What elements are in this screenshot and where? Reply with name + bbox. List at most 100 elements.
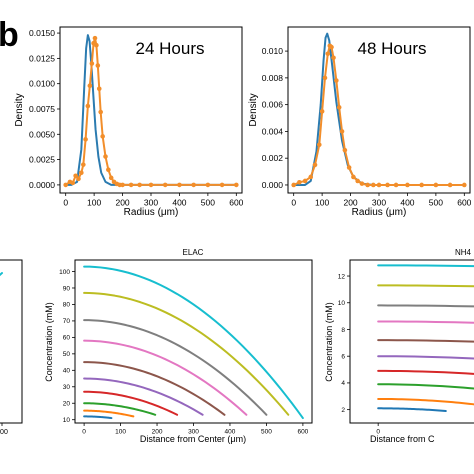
c48-series-1-point — [346, 165, 352, 170]
c24-series-1-point — [89, 61, 95, 66]
nh4-series-7-line — [377, 383, 474, 390]
chart-48-hours-xlabel: Radius (μm) — [352, 207, 407, 218]
nh4-ytick-label: 4 — [341, 380, 345, 387]
c48-ytick-label: 0.000 — [262, 180, 284, 190]
c24-series-1-point — [94, 42, 99, 48]
c24-xtick-label: 200 — [115, 198, 129, 208]
elac-xtick-label: 300 — [188, 429, 199, 436]
chart-nh4: NH4 Distance from C Concentration (mM) 0… — [324, 248, 474, 444]
elac-series-0-line — [83, 265, 304, 420]
c24-series-1-point — [85, 103, 91, 109]
c24-xtick-label: 100 — [87, 198, 101, 208]
elac-series-2-line — [83, 319, 268, 416]
nh4-series-0-line — [377, 264, 474, 268]
c48-ytick-label: 0.008 — [262, 73, 284, 83]
c24-series-1-point — [219, 182, 225, 188]
chart-elac-ticks: 0 100 200 300 400 500 600 10 20 30 40 50 60 70 80 90 100 — [59, 269, 309, 436]
panel-label: b — [0, 16, 19, 54]
c48-series-1-point — [355, 178, 360, 184]
c48-series-1-point — [308, 174, 314, 180]
chart-nh4-ticks: 0 2 4 6 8 10 12 — [338, 273, 381, 435]
c48-series-1-point — [322, 75, 328, 81]
c24-series-1-point — [96, 86, 102, 92]
c24-series-1-point — [128, 182, 134, 188]
chart-elac-plot — [83, 265, 304, 420]
c48-xtick-label: 200 — [343, 198, 357, 208]
elac-xtick-label: 600 — [297, 429, 308, 436]
c48-series-1-point — [336, 105, 342, 110]
elac-series-5-line — [83, 377, 204, 416]
elac-series-7-line — [83, 402, 157, 416]
elac-series-9-line — [83, 415, 113, 420]
elac-series-1-line — [83, 291, 290, 416]
c24-xtick-label: 300 — [144, 198, 158, 208]
nh4-series-9-line — [377, 407, 447, 412]
chart-nh4-xlabel: Distance from C — [370, 434, 435, 444]
c24-series-1-point — [191, 182, 196, 188]
c48-series-1-point — [342, 147, 348, 153]
c48-xtick-label: 100 — [315, 198, 329, 208]
chart-48-hours-ylabel: Density — [248, 93, 259, 126]
c24-series-1-point — [120, 182, 125, 188]
c24-series-1-point — [162, 182, 168, 188]
c48-series-1-point — [433, 182, 439, 188]
c24-series-1-point — [234, 182, 239, 188]
c48-series-1-point — [462, 182, 467, 188]
nh4-series-5-line — [377, 355, 474, 360]
c48-series-1-point — [371, 182, 376, 188]
chart-24-hours: 24 Hours Radius (μm) Density 0 100 200 300 4… — [14, 26, 244, 218]
c24-series-1-point — [83, 137, 88, 142]
chart-elac-title: ELAC — [183, 248, 204, 257]
elac-series-6-line — [83, 390, 179, 416]
c24-series-0-line — [64, 34, 238, 186]
elac-ytick-label: 80 — [63, 302, 71, 309]
c48-xtick-label: 0 — [291, 198, 296, 208]
nh4-ytick-label: 6 — [341, 353, 345, 360]
c48-series-1-point — [316, 142, 322, 148]
c24-series-1-point — [106, 167, 111, 173]
c24-xtick-label: 400 — [172, 198, 186, 208]
c24-xtick-label: 600 — [229, 198, 243, 208]
chart-elac: ELAC Distance from Center (μm) Concentra… — [44, 248, 313, 444]
c48-series-1-point — [312, 162, 318, 168]
c48-series-1-point — [405, 182, 410, 188]
c24-ytick-label: 0.0150 — [29, 28, 55, 38]
c24-series-1-line — [64, 37, 238, 186]
chart-24-hours-ticks: 0 100 200 300 400 500 600 0.0000 0.0025 0.0050 0.0… — [29, 28, 244, 207]
c48-series-1-point — [319, 109, 325, 114]
chart-48-hours-ticks: 0 100 200 300 400 500 600 0.000 0.002 0.004 0.006 0… — [262, 46, 472, 207]
nh4-ytick-label: 12 — [338, 273, 346, 280]
chart-24-hours-xlabel: Radius (μm) — [124, 207, 179, 218]
nh4-series-4-line — [377, 339, 474, 343]
nh4-series-1-line — [377, 284, 474, 288]
c48-series-1-point — [359, 181, 365, 186]
c24-series-1-point — [103, 154, 108, 159]
nh4-xtick-label: 0 — [376, 429, 380, 436]
chart-48-hours-title: 48 Hours — [358, 39, 427, 58]
c24-series-1-point — [76, 176, 81, 182]
elac-ytick-label: 90 — [63, 285, 71, 292]
elac-xtick-label: 100 — [115, 429, 126, 436]
chart-24-hours-ylabel: Density — [14, 93, 25, 126]
c24-series-1-point — [98, 109, 103, 115]
chart-elac-ylabel: Concentration (mM) — [44, 302, 54, 382]
c24-series-1-point — [81, 162, 86, 167]
c48-series-1-point — [325, 51, 331, 57]
c24-series-1-point — [92, 35, 98, 41]
c24-series-1-point — [70, 180, 76, 186]
c24-series-1-point — [95, 63, 101, 68]
c24-series-1-point — [148, 182, 154, 188]
c48-xtick-label: 400 — [400, 198, 414, 208]
nh4-series-2-line — [377, 304, 474, 308]
elac-xtick-label: 500 — [261, 429, 272, 436]
c48-series-1-point — [351, 174, 356, 180]
c24-series-1-point — [100, 134, 105, 139]
elac-ytick-label: 20 — [63, 401, 71, 408]
elac-ytick-label: 60 — [63, 335, 71, 342]
elac-ytick-label: 100 — [59, 269, 70, 276]
elac-ytick-label: 70 — [63, 318, 71, 325]
c48-ytick-label: 0.004 — [262, 126, 284, 136]
chart-24-hours-plot — [63, 34, 239, 188]
chart-24-hours-title: 24 Hours — [136, 39, 205, 58]
